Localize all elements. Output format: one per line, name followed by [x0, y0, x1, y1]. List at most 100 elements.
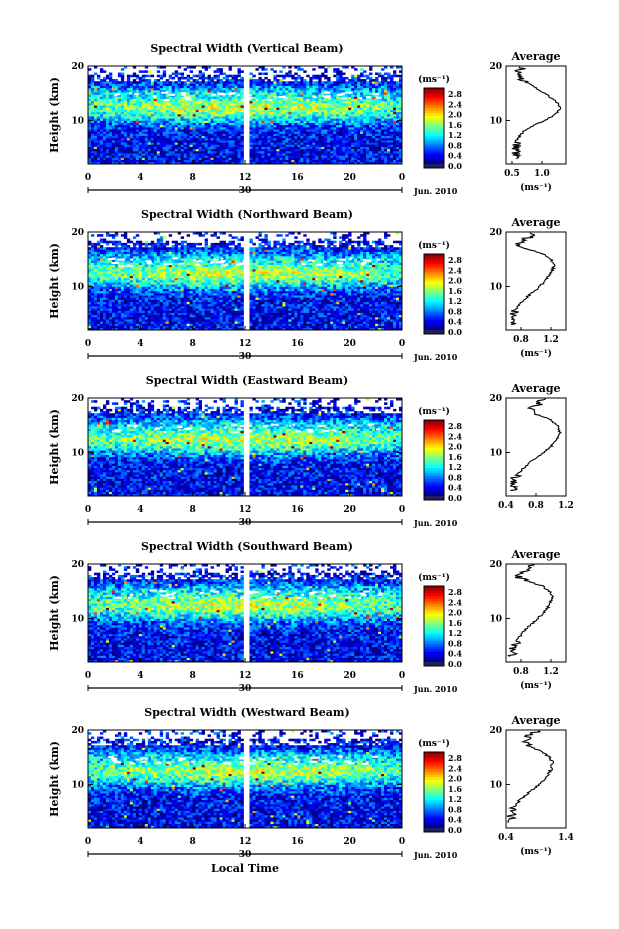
heatmap-cell	[360, 89, 364, 93]
heatmap-cell	[366, 100, 370, 104]
heatmap-cell	[150, 140, 155, 143]
heatmap-cell	[375, 85, 379, 89]
heatmap-cell	[369, 161, 373, 165]
heatmap-cell	[129, 122, 134, 126]
heatmap-cell	[375, 100, 379, 104]
heatmap-cell	[189, 129, 194, 132]
heatmap-cell	[324, 89, 328, 93]
heatmap-cell	[96, 295, 101, 298]
heatmap-cell	[288, 92, 292, 95]
heatmap-cell	[135, 159, 140, 163]
heatmap-cell	[93, 153, 98, 156]
heatmap-cell	[339, 116, 343, 119]
heatmap-cell	[228, 140, 232, 143]
heatmap-cell	[327, 89, 331, 93]
heatmap-cell	[291, 150, 295, 154]
heatmap-cell	[120, 79, 125, 82]
heatmap-cell	[159, 113, 164, 117]
heatmap-cell	[126, 312, 131, 316]
heatmap-cell	[240, 159, 244, 163]
heatmap-cell	[186, 140, 191, 143]
heatmap-cell	[189, 94, 194, 97]
heatmap-cell	[387, 120, 391, 123]
heatmap-cell	[201, 113, 205, 117]
heatmap-cell	[264, 135, 268, 139]
heatmap-cell	[123, 98, 128, 102]
heatmap-cell	[375, 83, 379, 86]
heatmap-cell	[381, 124, 385, 128]
data-gap	[348, 91, 353, 94]
heatmap-cell	[96, 120, 101, 123]
heatmap-cell	[255, 157, 259, 160]
heatmap-cell	[228, 74, 232, 78]
heatmap-cell	[264, 87, 268, 91]
heatmap-cell	[261, 105, 265, 108]
heatmap-cell	[294, 113, 298, 117]
heatmap-cell	[264, 72, 268, 76]
heatmap-cell	[108, 74, 113, 78]
heatmap-cell	[138, 148, 143, 152]
heatmap-cell	[303, 159, 307, 163]
heatmap-cell	[135, 81, 140, 84]
heatmap-cell	[282, 111, 286, 115]
heatmap-cell	[336, 161, 340, 165]
heatmap-cell	[351, 126, 355, 130]
heatmap-cell	[357, 148, 361, 152]
heatmap-cell	[363, 113, 367, 117]
heatmap-cell	[210, 116, 214, 119]
heatmap-cell	[102, 297, 107, 300]
heatmap-cell	[282, 116, 286, 119]
heatmap-cell	[357, 87, 361, 91]
heatmap-cell	[135, 83, 140, 86]
heatmap-cell	[88, 129, 92, 132]
heatmap-cell	[222, 129, 226, 132]
heatmap-cell	[387, 96, 391, 100]
heatmap-cell	[210, 100, 214, 104]
heatmap-cell	[237, 79, 241, 82]
heatmap-cell	[207, 98, 211, 102]
heatmap-cell	[342, 83, 346, 86]
heatmap-cell	[291, 113, 295, 117]
heatmap-cell	[174, 72, 179, 76]
heatmap-cell	[294, 89, 298, 93]
heatmap-cell	[336, 109, 340, 113]
heatmap-cell	[339, 153, 343, 156]
heatmap-cell	[129, 85, 134, 89]
heatmap-cell	[102, 129, 107, 132]
heatmap-cell	[114, 251, 119, 255]
heatmap-cell	[231, 116, 235, 119]
heatmap-cell	[288, 153, 292, 156]
heatmap-cell	[88, 275, 92, 279]
colorbar-swatch	[424, 88, 444, 91]
heatmap-cell	[99, 150, 104, 154]
heatmap-cell	[321, 133, 325, 137]
heatmap-cell	[255, 159, 259, 163]
heatmap-cell	[306, 146, 310, 150]
heatmap-cell	[378, 113, 382, 117]
heatmap-cell	[321, 98, 325, 102]
heatmap-cell	[159, 66, 164, 69]
heatmap-cell	[120, 153, 125, 156]
heatmap-cell	[144, 100, 149, 104]
heatmap-cell	[162, 85, 167, 89]
heatmap-cell	[99, 249, 104, 252]
heatmap-cell	[111, 87, 116, 91]
heatmap-cell	[270, 140, 274, 143]
heatmap-cell	[108, 253, 113, 257]
heatmap-cell	[357, 144, 361, 147]
heatmap-cell	[360, 109, 364, 113]
heatmap-cell	[159, 111, 164, 115]
heatmap-cell	[264, 107, 268, 110]
heatmap-cell	[114, 111, 119, 115]
heatmap-cell	[198, 76, 202, 80]
heatmap-cell	[222, 153, 226, 156]
heatmap-cell	[195, 92, 199, 95]
heatmap-cell	[234, 144, 238, 147]
heatmap-cell	[318, 135, 322, 139]
heatmap-cell	[303, 103, 307, 106]
heatmap-cell	[225, 92, 229, 95]
heatmap-cell	[306, 137, 310, 141]
heatmap-cell	[117, 316, 122, 320]
heatmap-cell	[213, 150, 217, 154]
heatmap-cell	[357, 140, 361, 143]
